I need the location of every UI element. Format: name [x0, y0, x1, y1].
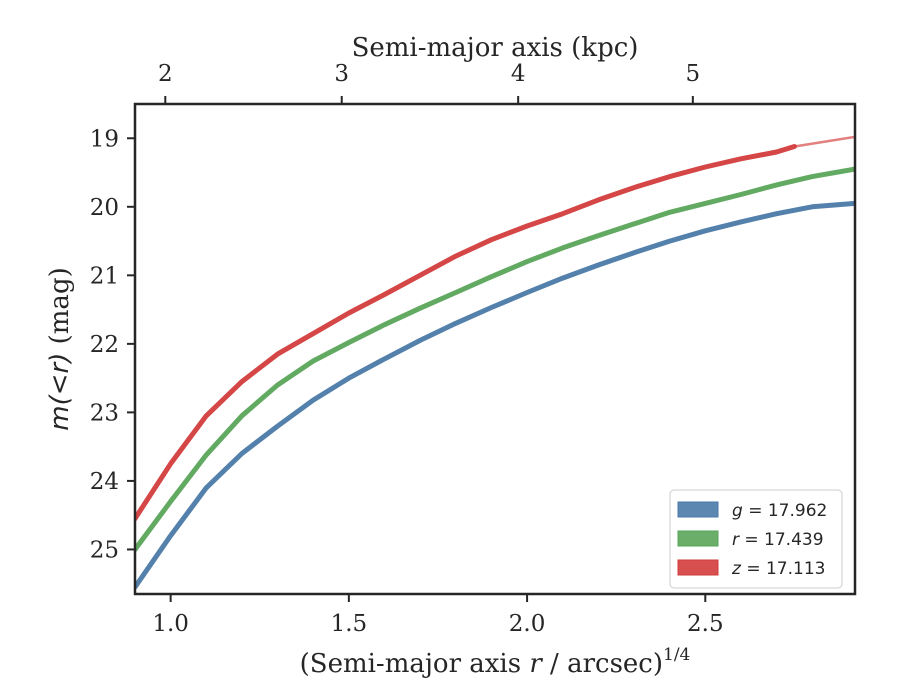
y-axis-title-unit: (mag)	[45, 267, 75, 352]
legend-label: r = 17.439	[732, 530, 824, 550]
x-tick-label: 2.5	[687, 611, 724, 637]
legend-swatch	[677, 530, 719, 547]
y-tick-label: 20	[90, 195, 119, 221]
series-line	[135, 144, 797, 522]
legend-value: = 17.962	[743, 501, 828, 521]
top-tick-label: 2	[158, 61, 173, 87]
y-tick-label: 25	[90, 537, 119, 563]
y-axis-title-math: m(<r)	[45, 353, 75, 431]
y-tick-label: 19	[90, 126, 119, 152]
x-tick-label: 1.5	[331, 611, 368, 637]
x-axis-title: (Semi-major axis r / arcsec)1/4	[300, 645, 691, 679]
legend-label: g = 17.962	[732, 501, 827, 521]
x-axis-title-sup: 1/4	[663, 645, 690, 665]
legend-value: = 17.113	[741, 559, 826, 579]
series-layer	[135, 135, 855, 590]
y-tick-label: 22	[90, 332, 119, 358]
legend-swatch	[677, 559, 719, 576]
legend-var: z	[731, 559, 742, 579]
x-axis-title-prefix: (Semi-major axis	[300, 649, 530, 679]
legend-value: = 17.439	[739, 530, 824, 550]
y-tick-label: 24	[90, 469, 119, 495]
legend-var: r	[732, 530, 740, 550]
x-axis-title-var: r	[529, 649, 543, 679]
legend-var: g	[732, 501, 743, 521]
top-tick-label: 4	[511, 61, 526, 87]
legend-swatch	[677, 501, 719, 518]
series-extension	[794, 135, 855, 148]
legend-label: z = 17.113	[731, 559, 825, 579]
series-line	[135, 200, 855, 590]
y-tick-label: 23	[90, 400, 119, 426]
top-axis-title: Semi-major axis (kpc)	[352, 33, 639, 63]
series-line	[135, 166, 855, 552]
x-axis-title-suffix: / arcsec)	[542, 649, 663, 679]
top-tick-label: 5	[686, 61, 701, 87]
x-tick-label: 2.0	[509, 611, 546, 637]
top-tick-label: 3	[334, 61, 349, 87]
y-tick-label: 21	[90, 263, 119, 289]
x-tick-label: 1.0	[152, 611, 189, 637]
plot-frame	[133, 102, 857, 596]
y-axis-title: m(<r) (mag)	[45, 267, 75, 430]
